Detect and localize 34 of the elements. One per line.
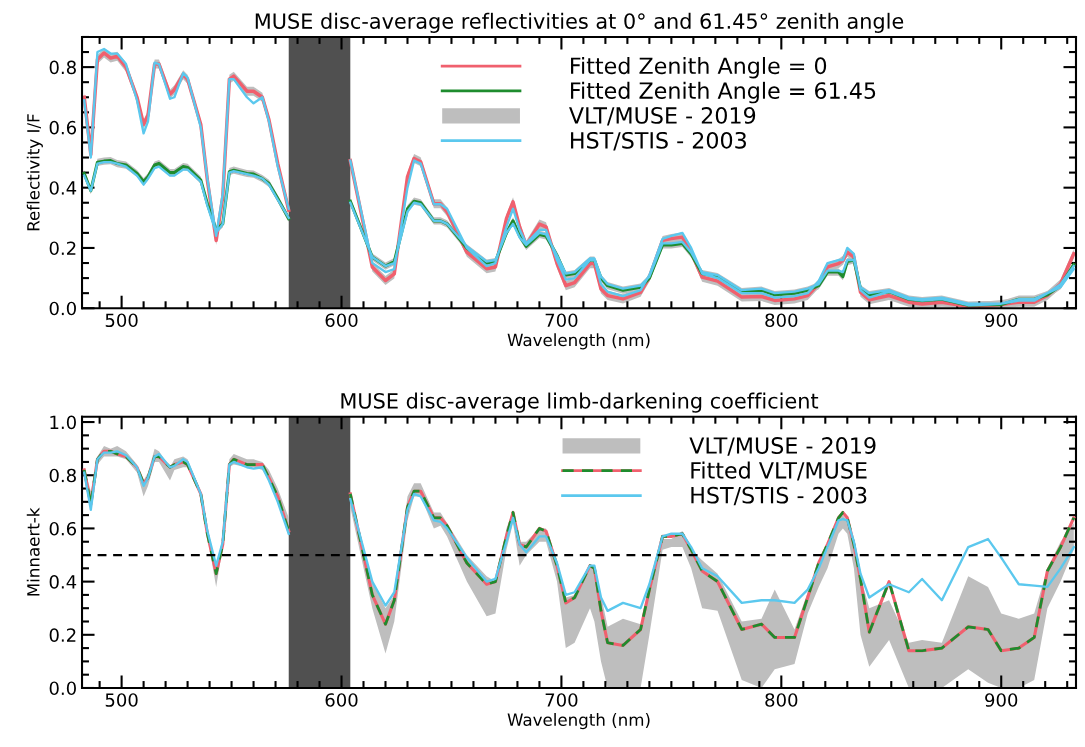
y-tick-label: 0.0	[49, 301, 76, 316]
x-tick-label: 500	[105, 693, 138, 707]
y-tick-label: 0.2	[49, 628, 76, 642]
y-tick-label: 0.8	[49, 60, 76, 75]
y-tick-label: 0.2	[49, 241, 76, 256]
x-axis-title: Wavelength (nm)	[507, 333, 650, 350]
x-tick-label: 800	[765, 313, 798, 328]
legend-label: VLT/MUSE - 2019	[569, 107, 756, 126]
y-tick-label: 0.6	[49, 521, 77, 536]
legend-label: Fitted VLT/MUSE	[691, 461, 867, 481]
y-tick-label: 0.4	[49, 575, 77, 589]
x-tick-label: 500	[105, 313, 138, 328]
x-tick-label: 800	[765, 693, 798, 707]
legend-label: VLT/MUSE - 2019	[689, 437, 876, 456]
x-tick-label: 900	[985, 693, 1018, 707]
legend-label: Fitted Zenith Angle = 0	[571, 56, 827, 79]
y-tick-label: 0.0	[49, 681, 76, 696]
y-tick-label: 0.4	[49, 181, 77, 195]
chart-title: MUSE disc-average limb-darkening coefficient	[341, 392, 819, 413]
y-tick-label: 0.6	[49, 120, 77, 135]
legend-label: Fitted Zenith Angle = 61.45	[571, 81, 876, 104]
y-axis-title: Minnaert-k	[26, 507, 40, 596]
y-tick-label: 1.0	[50, 415, 76, 430]
x-axis-title: Wavelength (nm)	[507, 713, 650, 730]
legend-label: HST/STIS - 2003	[571, 131, 746, 151]
x-tick-label: 700	[545, 313, 578, 328]
x-tick-label: 900	[985, 313, 1018, 328]
y-axis-title: Reflectivity I/F	[26, 114, 43, 231]
x-tick-label: 700	[545, 693, 578, 707]
x-tick-label: 600	[325, 313, 358, 328]
legend-label: HST/STIS - 2003	[691, 486, 867, 506]
y-tick-label: 0.8	[49, 468, 76, 483]
chart-title: MUSE disc-average reflectivities at 0° and 61.45° zenith angle	[255, 12, 904, 33]
x-tick-label: 600	[325, 693, 358, 707]
